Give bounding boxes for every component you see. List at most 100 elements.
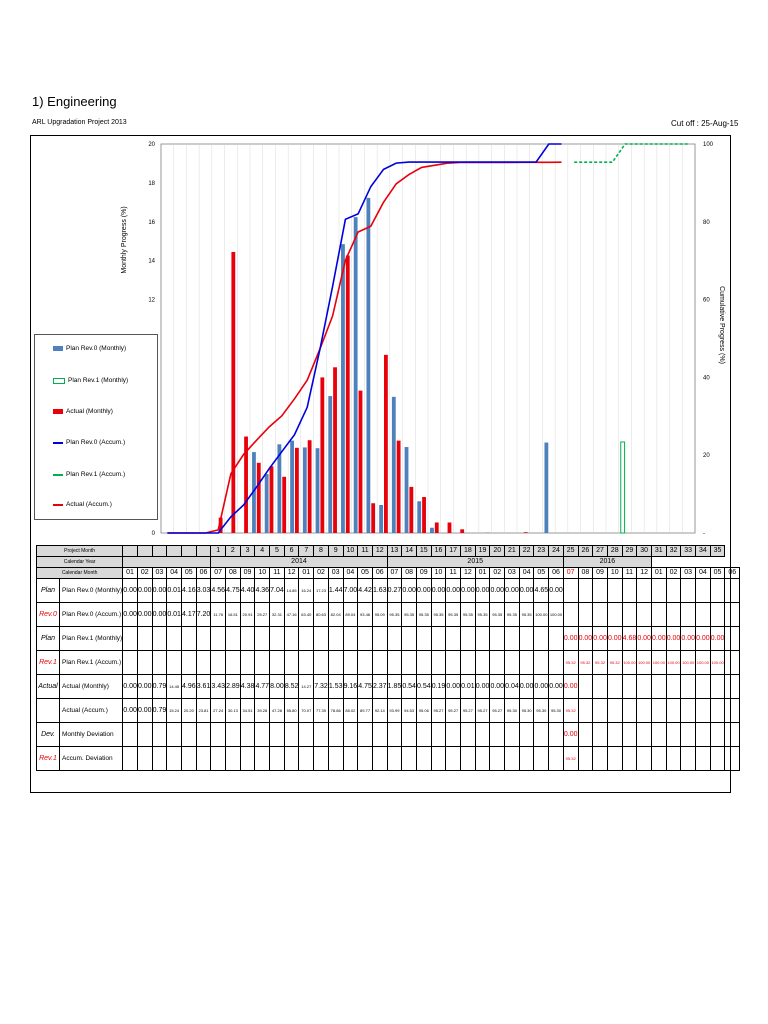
value-cell: 17.23 [313, 578, 329, 603]
project-month-cell: 26 [577, 545, 594, 557]
value-cell [621, 602, 638, 627]
bar-actual [269, 466, 274, 533]
value-cell [269, 746, 285, 771]
value-cell [533, 722, 550, 747]
value-cell [415, 746, 432, 771]
value-cell [665, 746, 682, 771]
value-cell: 100.00 [680, 650, 697, 675]
row-label: Project Month [35, 545, 124, 557]
bar-actual [231, 251, 236, 533]
legend-label: Plan Rev.1 (Accum.) [66, 471, 126, 478]
month-cell: 08 [577, 567, 594, 579]
value-cell: 0.00 [474, 578, 491, 603]
value-cell: 0.01 [460, 674, 476, 699]
value-cell: 85.02 [342, 698, 359, 723]
legend-item-plan-rev0-accum: Plan Rev.0 (Accum.) [53, 439, 125, 446]
row-label: Plan Rev.1 (Accum.) [58, 650, 124, 675]
project-month-cell: 2 [225, 545, 241, 557]
value-cell [401, 746, 417, 771]
project-month-cell: 27 [592, 545, 608, 557]
project-month-cell [180, 545, 197, 557]
value-cell: 94.53 [401, 698, 417, 723]
value-cell: 8.00 [269, 674, 285, 699]
value-cell [371, 746, 388, 771]
project-month-cell: 5 [269, 545, 285, 557]
value-cell [504, 650, 520, 675]
value-cell: 4.96 [180, 674, 197, 699]
value-cell: 0.00 [548, 578, 564, 603]
value-cell: 1.63 [371, 578, 388, 603]
value-cell [151, 626, 168, 651]
value-cell [577, 674, 594, 699]
legend-label: Plan Rev.1 (Monthly) [68, 377, 129, 384]
value-cell: 0.19 [430, 674, 447, 699]
value-cell: 0.01 [166, 578, 182, 603]
monthly-deviation-row: Dev. Monthly Deviation 0.00 [36, 722, 741, 747]
month-cell: 05 [180, 567, 197, 579]
value-cell [386, 746, 403, 771]
value-cell: 0.00 [518, 674, 535, 699]
value-cell [386, 626, 403, 651]
value-cell: 4.16 [180, 578, 197, 603]
value-cell [371, 722, 388, 747]
value-cell [371, 650, 388, 675]
bar-actual [282, 476, 287, 533]
month-cell: 11 [269, 567, 285, 579]
row-label: Actual (Monthly) [58, 674, 124, 699]
value-cell: 95.35 [386, 602, 403, 627]
value-cell: 95.27 [460, 698, 476, 723]
bar-plan-rev0 [544, 442, 549, 533]
value-cell: 82.04 [327, 602, 344, 627]
value-cell: 95.09 [371, 602, 388, 627]
value-cell: 4.75 [357, 674, 373, 699]
value-cell [709, 698, 726, 723]
month-cell: 01 [298, 567, 315, 579]
value-cell [518, 746, 535, 771]
value-cell: 93.46 [357, 602, 373, 627]
bar-actual [409, 486, 414, 533]
project-month-cell: 21 [504, 545, 520, 557]
value-cell [180, 650, 197, 675]
month-cell: 10 [430, 567, 447, 579]
y2-tick-label: - [703, 531, 705, 537]
value-cell [577, 722, 594, 747]
value-cell [489, 746, 506, 771]
month-cell: 08 [225, 567, 241, 579]
value-cell [269, 650, 285, 675]
value-cell [239, 626, 256, 651]
value-cell [342, 650, 359, 675]
chart-legend: Plan Rev.0 (Monthly) Plan Rev.1 (Monthly… [34, 334, 158, 520]
value-cell: 16.51 [225, 602, 241, 627]
project-month-cell: 19 [474, 545, 491, 557]
value-cell [474, 746, 491, 771]
project-month-cell: 34 [695, 545, 711, 557]
value-cell: 95.32 [562, 650, 579, 675]
month-cell: 06 [195, 567, 212, 579]
value-cell [357, 626, 373, 651]
legend-label: Plan Rev.0 (Monthly) [66, 345, 127, 352]
value-cell [313, 746, 329, 771]
value-cell [562, 602, 579, 627]
value-cell: 3.03 [195, 578, 212, 603]
value-cell: 20.20 [180, 698, 197, 723]
value-cell: 95.32 [562, 746, 579, 771]
value-cell [680, 674, 697, 699]
value-cell: 0.00 [415, 578, 432, 603]
value-cell [430, 722, 447, 747]
month-cell: 12 [460, 567, 476, 579]
value-cell: 0.00 [445, 674, 462, 699]
value-cell [166, 650, 182, 675]
value-cell: 95.32 [577, 650, 594, 675]
value-cell: 2.37 [371, 674, 388, 699]
bar-actual [333, 367, 337, 533]
value-cell [724, 650, 741, 675]
project-month-cell: 9 [327, 545, 344, 557]
actual-accum-row: Actual (Accum.) 0.00 0.00 0.79 15.24 20.20 23.… [36, 698, 741, 723]
value-cell: 78.86 [327, 698, 344, 723]
value-cell [650, 722, 667, 747]
year-cell: 2014 [210, 556, 388, 568]
value-cell [342, 746, 359, 771]
value-cell [357, 746, 373, 771]
value-cell [225, 722, 241, 747]
value-cell [136, 626, 153, 651]
